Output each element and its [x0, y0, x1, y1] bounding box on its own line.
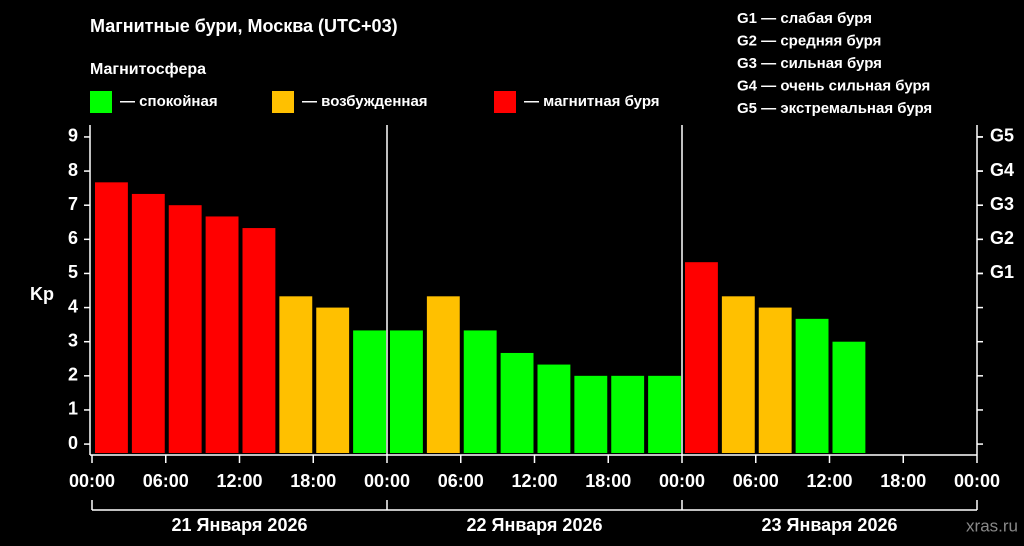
- x-tick-label: 18:00: [880, 471, 926, 491]
- bar: [95, 182, 128, 453]
- bar: [611, 375, 645, 453]
- y-tick-label: 4: [68, 296, 78, 316]
- y-tick-label: 8: [68, 160, 78, 180]
- x-tick-label: 18:00: [290, 471, 336, 491]
- x-tick-label: 06:00: [143, 471, 189, 491]
- bar: [168, 205, 202, 453]
- bar: [537, 364, 571, 453]
- bar: [390, 330, 423, 453]
- y-tick-label: 1: [68, 399, 78, 419]
- legend-swatch: [90, 91, 112, 113]
- y2-tick-label: G2: [990, 228, 1014, 248]
- y-tick-label: 6: [68, 228, 78, 248]
- storm-scale-label: G5 — экстремальная буря: [737, 100, 932, 117]
- y2-tick-label: G3: [990, 194, 1014, 214]
- bar: [832, 341, 866, 453]
- x-tick-label: 00:00: [364, 471, 410, 491]
- x-tick-label: 12:00: [806, 471, 852, 491]
- legend-title: Магнитосфера: [90, 61, 206, 78]
- bar: [795, 318, 829, 453]
- bar: [205, 216, 239, 453]
- bar: [131, 193, 165, 453]
- bar: [316, 307, 350, 453]
- bar: [685, 262, 718, 453]
- bar: [721, 296, 755, 453]
- x-tick-label: 18:00: [585, 471, 631, 491]
- legend-swatch: [272, 91, 294, 113]
- watermark: xras.ru: [966, 516, 1018, 535]
- x-tick-label: 00:00: [954, 471, 1000, 491]
- day-label: 22 Января 2026: [467, 515, 603, 535]
- bar: [242, 228, 276, 453]
- y2-tick-label: G1: [990, 262, 1014, 282]
- y2-tick-label: G5: [990, 126, 1014, 146]
- storm-scale-label: G4 — очень сильная буря: [737, 77, 930, 94]
- y-tick-label: 3: [68, 330, 78, 350]
- y-tick-label: 0: [68, 433, 78, 453]
- legend-label: — магнитная буря: [524, 93, 660, 110]
- bar: [463, 330, 497, 453]
- bar: [758, 307, 792, 453]
- storm-scale-label: G2 — средняя буря: [737, 32, 881, 49]
- bar: [279, 296, 313, 453]
- y-tick-label: 7: [68, 194, 78, 214]
- legend-swatch: [494, 91, 516, 113]
- x-tick-label: 00:00: [69, 471, 115, 491]
- bar: [648, 375, 681, 453]
- bar: [426, 296, 460, 453]
- x-tick-label: 12:00: [511, 471, 557, 491]
- x-tick-label: 12:00: [216, 471, 262, 491]
- bar: [574, 375, 608, 453]
- x-tick-label: 00:00: [659, 471, 705, 491]
- y-tick-label: 2: [68, 365, 78, 385]
- day-label: 23 Января 2026: [762, 515, 898, 535]
- chart-title: Магнитные бури, Москва (UTC+03): [90, 16, 398, 36]
- storm-scale-label: G1 — слабая буря: [737, 10, 872, 27]
- y-tick-label: 5: [68, 262, 78, 282]
- legend-label: — спокойная: [120, 93, 218, 110]
- legend-label: — возбужденная: [302, 93, 428, 110]
- x-tick-label: 06:00: [733, 471, 779, 491]
- y-tick-label: 9: [68, 126, 78, 146]
- y2-tick-label: G4: [990, 160, 1014, 180]
- day-label: 21 Января 2026: [172, 515, 308, 535]
- bar: [353, 330, 386, 453]
- y-axis-label: Kp: [30, 284, 54, 304]
- storm-scale-label: G3 — сильная буря: [737, 55, 882, 72]
- x-tick-label: 06:00: [438, 471, 484, 491]
- bar: [500, 352, 534, 453]
